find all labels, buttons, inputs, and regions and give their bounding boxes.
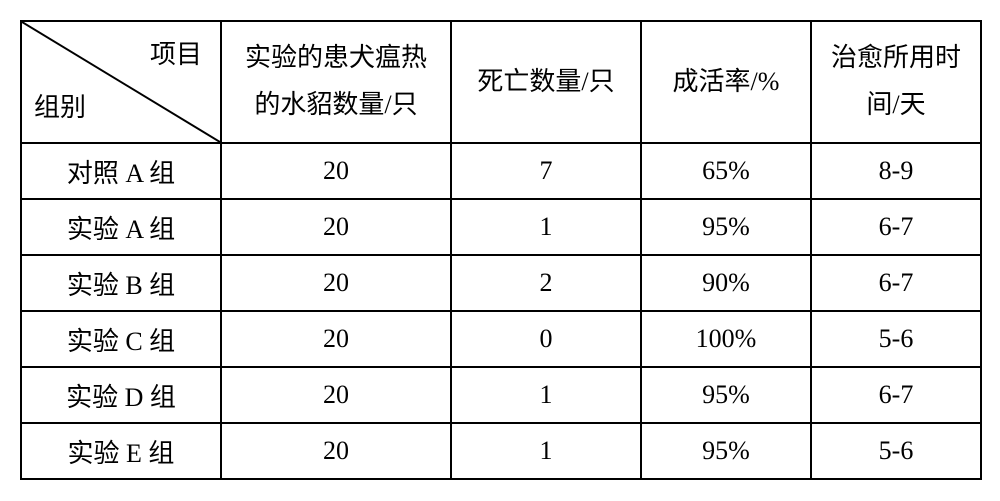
table-row: 实验 D 组 20 1 95% 6-7 <box>21 367 981 423</box>
data-table: 项目 组别 实验的患犬瘟热 的水貂数量/只 死亡数量/只 成活率/% 治愈所用时… <box>20 20 982 480</box>
table-row: 实验 E 组 20 1 95% 5-6 <box>21 423 981 479</box>
header-diagonal-cell: 项目 组别 <box>21 21 221 143</box>
cell-days: 5-6 <box>811 423 981 479</box>
header-col4-line2: 间/天 <box>866 90 925 119</box>
cell-count: 20 <box>221 199 451 255</box>
cell-days: 8-9 <box>811 143 981 199</box>
cell-survival: 65% <box>641 143 811 199</box>
cell-deaths: 1 <box>451 199 641 255</box>
header-col1-line2: 的水貂数量/只 <box>254 90 417 119</box>
header-diag-bottom: 组别 <box>34 85 86 132</box>
cell-group: 实验 D 组 <box>21 367 221 423</box>
table-row: 对照 A 组 20 7 65% 8-9 <box>21 143 981 199</box>
cell-group: 实验 E 组 <box>21 423 221 479</box>
cell-survival: 95% <box>641 367 811 423</box>
cell-group: 实验 B 组 <box>21 255 221 311</box>
table-row: 实验 A 组 20 1 95% 6-7 <box>21 199 981 255</box>
cell-deaths: 2 <box>451 255 641 311</box>
cell-survival: 90% <box>641 255 811 311</box>
cell-count: 20 <box>221 423 451 479</box>
cell-survival: 100% <box>641 311 811 367</box>
cell-days: 6-7 <box>811 199 981 255</box>
cell-days: 6-7 <box>811 367 981 423</box>
table-row: 实验 B 组 20 2 90% 6-7 <box>21 255 981 311</box>
cell-deaths: 1 <box>451 367 641 423</box>
header-col-count: 实验的患犬瘟热 的水貂数量/只 <box>221 21 451 143</box>
cell-days: 6-7 <box>811 255 981 311</box>
cell-count: 20 <box>221 367 451 423</box>
header-col4-line1: 治愈所用时 <box>831 43 961 72</box>
header-col-deaths: 死亡数量/只 <box>451 21 641 143</box>
cell-deaths: 7 <box>451 143 641 199</box>
cell-count: 20 <box>221 143 451 199</box>
cell-survival: 95% <box>641 423 811 479</box>
cell-survival: 95% <box>641 199 811 255</box>
cell-count: 20 <box>221 311 451 367</box>
header-col1-line1: 实验的患犬瘟热 <box>245 43 427 72</box>
table-row: 实验 C 组 20 0 100% 5-6 <box>21 311 981 367</box>
cell-group: 实验 C 组 <box>21 311 221 367</box>
cell-deaths: 1 <box>451 423 641 479</box>
cell-group: 对照 A 组 <box>21 143 221 199</box>
header-col-days: 治愈所用时 间/天 <box>811 21 981 143</box>
cell-deaths: 0 <box>451 311 641 367</box>
cell-count: 20 <box>221 255 451 311</box>
table-header-row: 项目 组别 实验的患犬瘟热 的水貂数量/只 死亡数量/只 成活率/% 治愈所用时… <box>21 21 981 143</box>
cell-days: 5-6 <box>811 311 981 367</box>
cell-group: 实验 A 组 <box>21 199 221 255</box>
header-diag-top: 项目 <box>150 32 202 79</box>
header-col-survival: 成活率/% <box>641 21 811 143</box>
